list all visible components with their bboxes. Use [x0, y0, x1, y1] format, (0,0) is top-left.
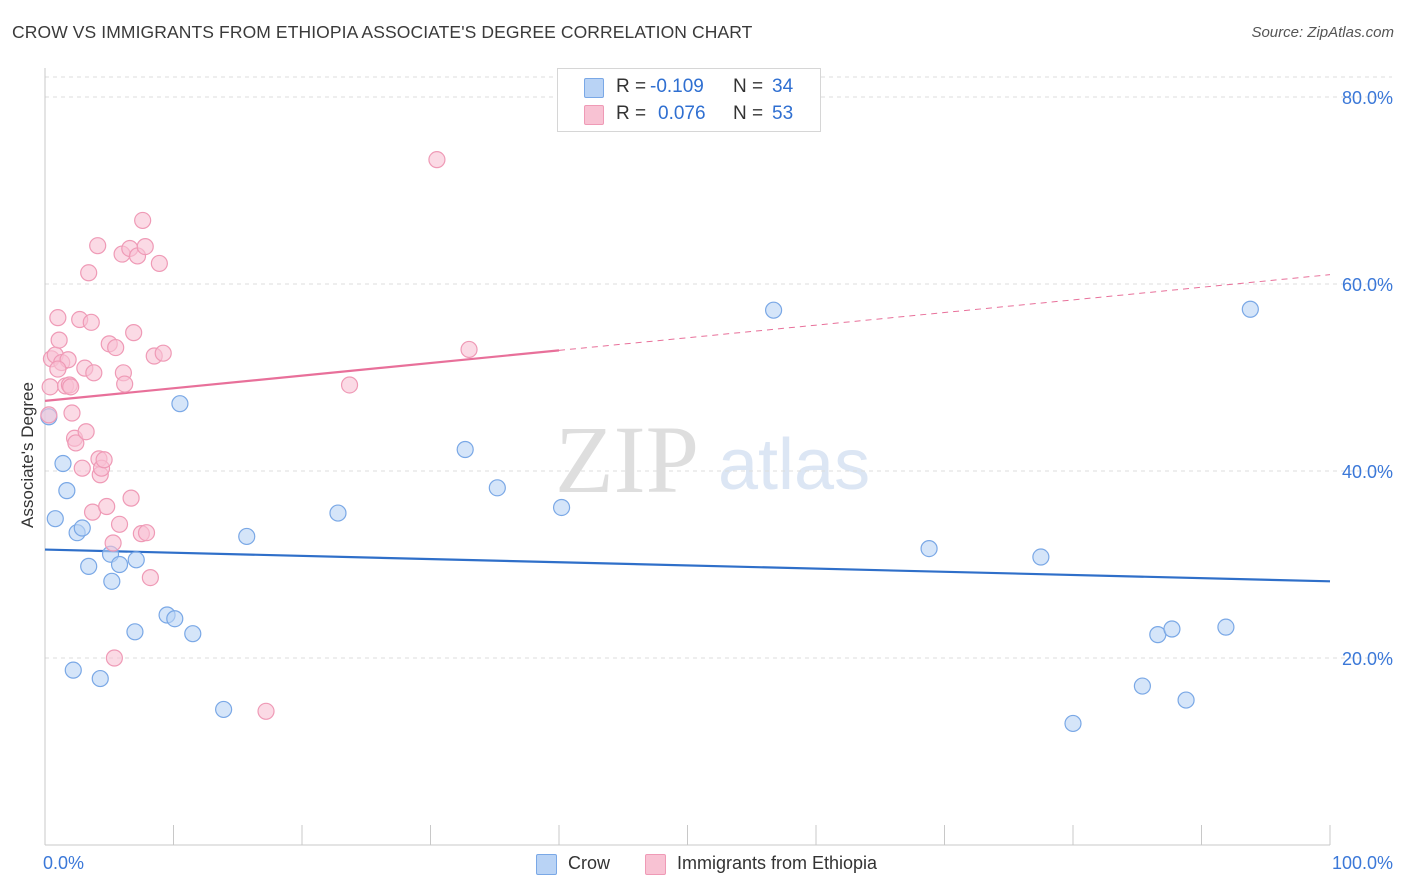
watermark-atlas: atlas	[718, 425, 870, 505]
y-tick-label: 40.0%	[1342, 462, 1393, 482]
y-tick-label: 60.0%	[1342, 275, 1393, 295]
ethiopia-n-value: 53	[772, 103, 794, 124]
point-ethiopia	[40, 406, 58, 424]
legend-label-ethiopia: Immigrants from Ethiopia	[677, 853, 878, 873]
y-axis-label: Associate's Degree	[18, 382, 37, 528]
point-crow	[64, 661, 82, 679]
point-crow	[184, 625, 202, 643]
source-note: Source: ZipAtlas.com	[1251, 24, 1394, 41]
point-crow	[1241, 300, 1259, 318]
point-crow	[171, 395, 189, 413]
crow-n-value: 34	[772, 76, 794, 97]
r-label: R =	[616, 103, 647, 124]
point-ethiopia	[63, 404, 81, 422]
x-tick-label: 0.0%	[43, 853, 84, 873]
crow-r-value: -0.109	[650, 76, 704, 97]
point-crow	[488, 479, 506, 497]
point-crow	[238, 527, 256, 546]
trend-line-crow	[44, 548, 1331, 583]
point-ethiopia	[134, 211, 152, 230]
point-ethiopia	[154, 344, 172, 362]
point-ethiopia	[125, 324, 143, 342]
trend-line-ethiopia-projection	[558, 274, 1331, 351]
point-ethiopia	[107, 338, 125, 357]
point-ethiopia	[110, 515, 129, 533]
point-ethiopia	[73, 459, 91, 477]
point-ethiopia	[50, 331, 68, 349]
point-ethiopia	[122, 489, 140, 507]
point-crow	[764, 301, 783, 319]
point-ethiopia	[62, 378, 80, 396]
y-tick-label: 80.0%	[1342, 88, 1393, 108]
point-crow	[1163, 620, 1181, 638]
point-ethiopia	[141, 568, 159, 587]
point-ethiopia	[41, 378, 59, 396]
point-ethiopia	[104, 534, 122, 552]
point-ethiopia	[49, 360, 67, 378]
tick-labels: 20.0% 40.0% 60.0% 80.0% 0.0% 100.0%	[43, 88, 1393, 873]
point-crow	[1064, 714, 1082, 733]
point-crow	[103, 572, 121, 590]
point-crow	[1177, 691, 1195, 709]
point-ethiopia	[82, 313, 100, 331]
point-ethiopia	[136, 238, 154, 256]
ethiopia-swatch	[584, 105, 604, 125]
point-crow	[46, 510, 64, 528]
point-ethiopia	[67, 434, 85, 452]
n-label: N =	[733, 76, 764, 97]
point-ethiopia	[80, 264, 98, 282]
point-ethiopia	[116, 375, 134, 393]
point-ethiopia	[340, 376, 359, 394]
point-ethiopia	[77, 423, 95, 441]
r-label: R =	[616, 76, 647, 97]
correlation-stats-box: R = -0.109 N = 34 R = 0.076 N = 53	[557, 68, 821, 132]
x-tick-label: 100.0%	[1332, 853, 1393, 873]
trend-lines	[44, 274, 1331, 583]
point-ethiopia	[150, 254, 168, 273]
gridlines	[45, 76, 1392, 659]
point-crow	[552, 498, 571, 517]
chart-title: CROW VS IMMIGRANTS FROM ETHIOPIA ASSOCIA…	[12, 22, 753, 42]
ethiopia-r-value: 0.076	[658, 103, 706, 124]
point-ethiopia	[460, 340, 478, 359]
point-ethiopia	[257, 702, 275, 720]
crow-legend-swatch	[536, 854, 557, 875]
point-ethiopia	[85, 364, 103, 382]
point-ethiopia	[98, 497, 116, 516]
legend-label-crow: Crow	[568, 853, 611, 873]
point-crow	[166, 610, 184, 628]
crow-swatch	[584, 78, 604, 98]
point-crow	[1032, 548, 1050, 566]
point-ethiopia	[105, 649, 123, 667]
axes	[44, 68, 1331, 846]
trend-line-ethiopia	[44, 349, 560, 402]
point-ethiopia	[428, 151, 446, 169]
watermark: ZIP atlas	[555, 406, 870, 513]
point-crow	[91, 669, 109, 688]
point-crow	[1133, 677, 1151, 695]
point-crow	[127, 551, 145, 569]
point-crow	[54, 454, 72, 473]
point-crow	[110, 555, 129, 574]
ethiopia-legend-swatch	[645, 854, 666, 875]
data-points	[40, 151, 1259, 733]
point-ethiopia	[49, 309, 67, 327]
point-crow	[215, 700, 233, 719]
point-crow	[80, 557, 98, 575]
point-crow	[456, 440, 474, 459]
watermark-zip: ZIP	[555, 406, 699, 513]
point-crow	[73, 519, 91, 537]
point-crow	[1217, 618, 1235, 636]
y-tick-label: 20.0%	[1342, 649, 1393, 669]
n-label: N =	[733, 103, 764, 124]
point-crow	[920, 540, 938, 558]
point-crow	[329, 504, 347, 522]
point-ethiopia	[89, 237, 107, 255]
point-ethiopia	[95, 451, 113, 469]
point-crow	[58, 482, 76, 500]
point-crow	[126, 623, 144, 641]
point-ethiopia	[137, 524, 156, 542]
